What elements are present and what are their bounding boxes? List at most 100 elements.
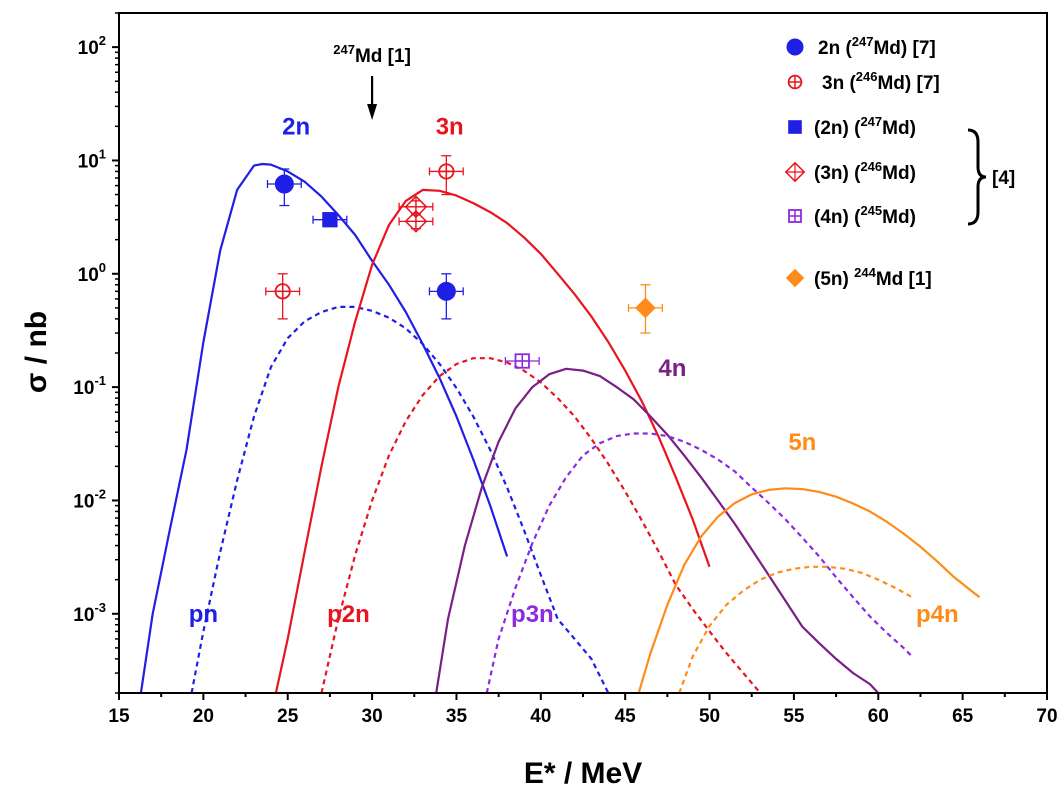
x-tick-label: 45: [615, 706, 637, 727]
x-tick-label: 65: [952, 706, 974, 727]
arrow-annotation: 247Md [1]: [333, 42, 411, 120]
legend-label-post: Md [1]: [876, 269, 932, 290]
legend-label-pre: (2n) (: [814, 118, 861, 139]
series-curve-p3n: [485, 432, 913, 693]
marker-diamond: [785, 268, 805, 288]
legend-label-sup: 247: [860, 114, 882, 129]
x-tick-label: 60: [868, 706, 889, 727]
legend-label: 2n (247Md) [7]: [818, 34, 936, 59]
y-tick-label: 10-3: [73, 600, 106, 626]
x-tick-label: 55: [783, 706, 805, 727]
legend-label-pre: 3n (: [822, 73, 856, 94]
annotation-label-sup: 247: [333, 42, 355, 57]
legend-bracket: [967, 128, 987, 226]
series-label-4n: 4n: [658, 355, 686, 382]
legend-label-post: Md) [7]: [873, 38, 935, 59]
marker-square: [322, 212, 338, 228]
y-tick-exponent: -2: [94, 486, 106, 501]
x-tick-label: 30: [362, 706, 383, 727]
data-point: [398, 195, 434, 219]
y-tick-exponent: 2: [99, 33, 106, 48]
legend-label-sup: 246: [856, 69, 878, 84]
y-tick-label: 102: [78, 33, 106, 59]
legend: 2n (247Md) [7]3n (246Md) [7](2n) (247Md)…: [784, 34, 1015, 290]
marker-circle: [436, 281, 456, 301]
series-curve-p2n: [320, 357, 762, 693]
legend-label-pre: 2n (: [818, 38, 852, 59]
data-point: [428, 155, 464, 196]
y-tick-label: 10-2: [73, 486, 106, 512]
data-point: [504, 353, 540, 369]
y-tick-base: 10: [73, 378, 94, 399]
y-tick-base: 10: [73, 605, 94, 626]
legend-label: (5n) 244Md [1]: [814, 265, 932, 290]
x-tick-label: 50: [699, 706, 720, 727]
legend-item: (2n) (247Md): [788, 114, 916, 139]
series-label-p4n: p4n: [916, 601, 959, 628]
x-tick-label: 35: [446, 706, 468, 727]
series-curve-2n: [139, 162, 509, 693]
legend-label-sup: 245: [860, 203, 882, 218]
legend-item: 2n (247Md) [7]: [786, 34, 936, 59]
marker-circle: [274, 174, 294, 194]
legend-label-post: Md) [7]: [877, 73, 939, 94]
legend-label-post: Md): [882, 163, 916, 184]
series-label-p3n: p3n: [511, 601, 554, 628]
y-axis-title-symbol: σ: [20, 373, 53, 394]
x-tick-label: 20: [193, 706, 214, 727]
legend-label-sup: 247: [852, 34, 874, 49]
legend-item: (4n) (245Md): [788, 203, 916, 228]
data-point: [428, 273, 464, 320]
plot-area: 2n pn 3n p2n 4n p3n 5n p4n: [189, 113, 959, 627]
legend-item: 3n (246Md) [7]: [787, 69, 940, 94]
data-point: [627, 284, 663, 334]
plot-frame: [118, 12, 1048, 694]
y-tick-exponent: 0: [99, 260, 106, 275]
data-point: [312, 212, 348, 228]
legend-label: 3n (246Md) [7]: [822, 69, 940, 94]
series-label-2n: 2n: [282, 113, 310, 140]
series-label-p2n: p2n: [327, 601, 370, 628]
y-tick-exponent: -3: [94, 600, 106, 615]
marker-diamond: [635, 297, 656, 319]
x-tick-label: 70: [1036, 706, 1057, 727]
annotation-arrow-head: [367, 104, 378, 120]
legend-label-pre: (3n) (: [814, 163, 861, 184]
legend-item: (3n) (246Md): [784, 159, 916, 184]
legend-label-post: Md): [882, 207, 916, 228]
legend-label-pre: (5n): [814, 269, 854, 290]
legend-label-sup: 246: [860, 159, 882, 174]
annotation-label-text: Md [1]: [355, 46, 411, 67]
legend-bracket-label: [4]: [992, 168, 1015, 189]
axes: 15 20 25 30 35 40 45 50 55 60 65 7010-310-210-11001…: [73, 12, 1058, 727]
y-tick-label: 100: [78, 260, 106, 286]
y-tick-base: 10: [78, 151, 99, 172]
legend-label-post: Md): [882, 118, 916, 139]
x-tick-label: 15: [108, 706, 130, 727]
legend-item: (5n) 244Md [1]: [785, 265, 932, 290]
y-axis-title-unit: / nb: [20, 311, 53, 373]
series-label-pn: pn: [189, 601, 218, 628]
y-tick-base: 10: [78, 265, 99, 286]
series-curve-p4n: [678, 565, 913, 693]
legend-label-sup: 244: [854, 265, 876, 280]
y-tick-exponent: 1: [99, 146, 106, 161]
series-label-5n: 5n: [788, 429, 816, 456]
x-axis-title: E* / MeV: [524, 757, 642, 790]
y-tick-base: 10: [73, 491, 94, 512]
y-tick-exponent: -1: [94, 373, 106, 388]
y-tick-label: 101: [78, 146, 106, 172]
y-tick-base: 10: [78, 38, 99, 59]
marker-circle: [786, 38, 804, 56]
series-label-3n: 3n: [436, 113, 464, 140]
series-curve-pn: [190, 305, 610, 693]
series-curve-4n: [435, 367, 880, 693]
x-tick-label: 25: [277, 706, 299, 727]
data-point: [265, 273, 301, 320]
y-axis-title: σ / nb: [20, 311, 53, 393]
data-point: [266, 168, 302, 207]
model-curves: [139, 162, 981, 693]
legend-label: (2n) (247Md): [814, 114, 916, 139]
experimental-points: [265, 155, 663, 369]
legend-label-pre: (4n) (: [814, 207, 861, 228]
